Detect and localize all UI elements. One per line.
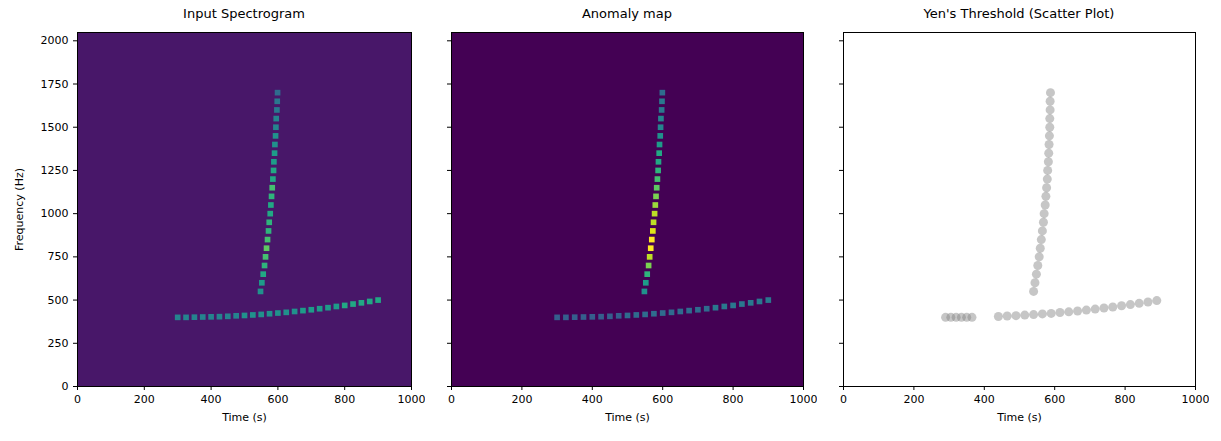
svg-text:0: 0	[840, 393, 847, 406]
svg-text:1000: 1000	[1182, 393, 1210, 406]
svg-text:200: 200	[903, 393, 924, 406]
svg-text:Frequency (Hz): Frequency (Hz)	[13, 168, 26, 251]
html-text:Input Spectrogram: Input Spectrogram	[183, 6, 305, 21]
svg-text:1000: 1000	[790, 393, 818, 406]
svg-text:800: 800	[723, 393, 744, 406]
svg-text:0: 0	[74, 393, 81, 406]
svg-text:750: 750	[48, 250, 69, 263]
svg-text:600: 600	[652, 393, 673, 406]
svg-text:1500: 1500	[41, 121, 69, 134]
svg-text:200: 200	[134, 393, 155, 406]
svg-text:400: 400	[582, 393, 603, 406]
svg-text:1250: 1250	[41, 164, 69, 177]
svg-text:0: 0	[62, 380, 69, 393]
svg-text:Time (s): Time (s)	[604, 411, 650, 424]
svg-text:1000: 1000	[41, 207, 69, 220]
svg-text:1750: 1750	[41, 78, 69, 91]
svg-text:800: 800	[334, 393, 355, 406]
svg-text:200: 200	[511, 393, 532, 406]
svg-text:0: 0	[448, 393, 455, 406]
svg-text:Time (s): Time (s)	[221, 411, 267, 424]
html-text:Anomaly map: Anomaly map	[582, 6, 672, 21]
svg-text:1000: 1000	[398, 393, 426, 406]
svg-text:2000: 2000	[41, 34, 69, 47]
svg-text:400: 400	[974, 393, 995, 406]
svg-text:250: 250	[48, 337, 69, 350]
svg-text:600: 600	[1044, 393, 1065, 406]
html-text:Yen's Threshold (Scatter Plot): Yen's Threshold (Scatter Plot)	[923, 6, 1115, 21]
svg-text:Time (s): Time (s)	[996, 411, 1042, 424]
svg-text:400: 400	[201, 393, 222, 406]
svg-text:500: 500	[48, 294, 69, 307]
svg-text:800: 800	[1115, 393, 1136, 406]
svg-text:600: 600	[267, 393, 288, 406]
